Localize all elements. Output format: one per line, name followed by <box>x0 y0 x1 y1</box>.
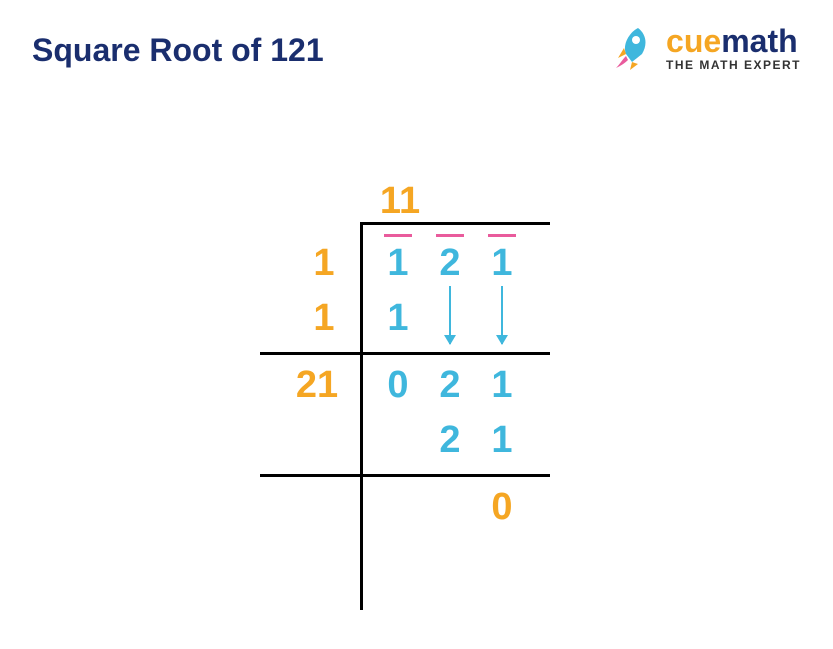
dividend-d3: 1 <box>478 242 526 285</box>
dividend-d1: 1 <box>374 242 422 285</box>
page-title: Square Root of 121 <box>32 32 324 69</box>
divisor-3: 21 <box>282 364 352 407</box>
div-top-bar <box>360 222 550 225</box>
pair-bar-2 <box>436 234 464 237</box>
brand-part2: math <box>721 23 797 59</box>
arrow-1 <box>449 286 451 344</box>
quotient: 11 <box>370 180 430 223</box>
divisor-1: 1 <box>300 242 348 285</box>
arrow-2 <box>501 286 503 344</box>
pair-bar-3 <box>488 234 516 237</box>
divisor-2: 1 <box>300 297 348 340</box>
brand-part1: cue <box>666 23 721 59</box>
rem-d3: 1 <box>478 364 526 407</box>
brand-tagline: THE MATH EXPERT <box>666 59 801 72</box>
rocket-icon <box>608 24 656 72</box>
long-division-diagram: 11 1 1 2 1 1 1 21 0 2 1 2 1 0 <box>240 200 600 620</box>
line-2 <box>260 474 550 477</box>
brand-logo: cuemath THE MATH EXPERT <box>608 24 801 72</box>
pair-bar-1 <box>384 234 412 237</box>
rem-d1: 0 <box>374 364 422 407</box>
sub1: 1 <box>374 297 422 340</box>
sub2-d2: 1 <box>478 419 526 462</box>
div-left-bar <box>360 222 363 610</box>
final-remainder: 0 <box>478 486 526 529</box>
line-1 <box>260 352 550 355</box>
dividend-d2: 2 <box>426 242 474 285</box>
rem-d2: 2 <box>426 364 474 407</box>
brand-name: cuemath <box>666 25 801 59</box>
sub2-d1: 2 <box>426 419 474 462</box>
